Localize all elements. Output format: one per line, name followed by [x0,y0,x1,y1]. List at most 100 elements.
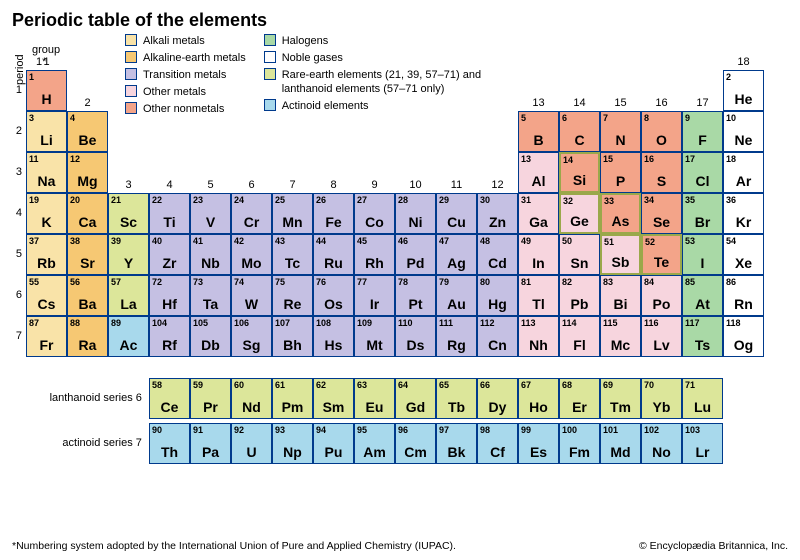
element-cell: 107Bh [272,316,313,357]
element-number: 20 [70,195,80,205]
element-cell: 72Hf [149,275,190,316]
element-number: 36 [726,195,736,205]
legend-swatch [264,99,276,111]
element-cell: 57La [108,275,149,316]
element-cell: 64Gd [395,378,436,419]
element-number: 1 [29,72,34,82]
element-cell: 9F [682,111,723,152]
element-cell: 70Yb [641,378,682,419]
element-number: 107 [275,318,290,328]
element-cell: 103Lr [682,423,723,464]
element-cell: 13Al [518,152,559,193]
element-number: 65 [439,380,449,390]
element-symbol: Br [683,214,722,230]
element-number: 83 [603,277,613,287]
element-number: 59 [193,380,203,390]
element-number: 118 [726,318,741,328]
element-cell: 14Si [559,152,600,193]
element-number: 113 [521,318,536,328]
element-cell: 88Ra [67,316,108,357]
element-cell: 75Re [272,275,313,316]
element-number: 95 [357,425,367,435]
legend: Alkali metalsAlkaline-earth metalsTransi… [125,34,510,119]
element-cell: 104Rf [149,316,190,357]
element-number: 108 [316,318,331,328]
legend-label: Other nonmetals [143,102,224,116]
element-cell: 80Hg [477,275,518,316]
element-symbol: Nh [519,337,558,353]
element-symbol: Au [437,296,476,312]
element-number: 34 [644,195,654,205]
element-number: 87 [29,318,39,328]
element-number: 12 [70,154,80,164]
element-number: 28 [398,195,408,205]
element-cell: 18Ar [723,152,764,193]
element-cell: 34Se [641,193,682,234]
element-number: 54 [726,236,736,246]
element-number: 77 [357,277,367,287]
element-number: 62 [316,380,326,390]
element-symbol: Tb [437,399,476,415]
element-cell: 69Tm [600,378,641,419]
element-symbol: Cf [478,444,517,460]
group-header: 10 [395,179,436,191]
element-symbol: Pr [191,399,230,415]
element-number: 114 [562,318,577,328]
element-number: 76 [316,277,326,287]
period-label: 5 [8,248,22,260]
element-cell: 22Ti [149,193,190,234]
element-cell: 2He [723,70,764,111]
element-symbol: P [601,173,640,189]
element-number: 53 [685,236,695,246]
element-cell: 87Fr [26,316,67,357]
series-label: actinoid series 7 [22,437,142,449]
element-number: 92 [234,425,244,435]
element-number: 103 [685,425,700,435]
element-symbol: K [27,214,66,230]
element-cell: 84Po [641,275,682,316]
element-symbol: Es [519,444,558,460]
axis-group-label: group [32,44,60,56]
element-cell: 44Ru [313,234,354,275]
element-symbol: Cm [396,444,435,460]
legend-swatch [264,51,276,63]
element-symbol: Ho [519,399,558,415]
element-symbol: Zr [150,255,189,271]
group-header: 7 [272,179,313,191]
element-cell: 62Sm [313,378,354,419]
element-symbol: Mt [355,337,394,353]
element-number: 82 [562,277,572,287]
element-cell: 1H [26,70,67,111]
element-symbol: Si [561,172,598,188]
element-number: 91 [193,425,203,435]
element-symbol: Ts [683,337,722,353]
element-cell: 51Sb [600,234,641,275]
element-number: 101 [603,425,618,435]
element-number: 52 [645,237,655,247]
element-number: 61 [275,380,285,390]
legend-item: Alkaline-earth metals [125,51,246,65]
element-number: 18 [726,154,736,164]
element-symbol: Y [109,255,148,271]
element-symbol: Ge [561,213,598,229]
element-number: 110 [398,318,413,328]
element-symbol: Ac [109,337,148,353]
element-number: 68 [562,380,572,390]
group-header: 12 [477,179,518,191]
element-number: 67 [521,380,531,390]
period-label: 2 [8,125,22,137]
element-symbol: Ce [150,399,189,415]
element-number: 33 [604,196,614,206]
element-cell: 4Be [67,111,108,152]
group-header: 8 [313,179,354,191]
element-cell: 23V [190,193,231,234]
element-cell: 15P [600,152,641,193]
element-symbol: Mo [232,255,271,271]
element-cell: 52Te [641,234,682,275]
element-symbol: Ba [68,296,107,312]
element-symbol: O [642,132,681,148]
element-number: 105 [193,318,208,328]
element-symbol: Ni [396,214,435,230]
element-cell: 114Fl [559,316,600,357]
element-number: 111 [439,318,453,328]
